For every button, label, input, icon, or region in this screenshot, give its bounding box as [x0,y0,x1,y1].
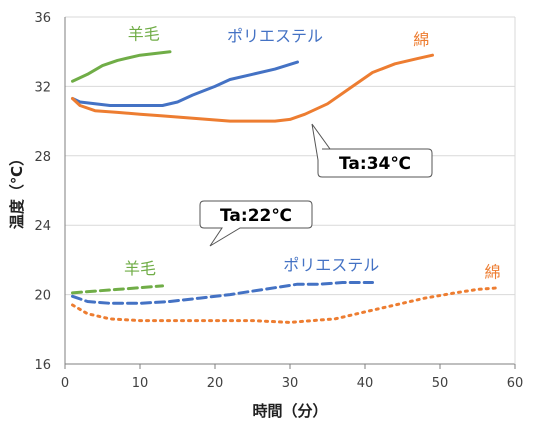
series-label-3: 羊毛 [124,259,156,278]
series-label-5: 綿 [484,262,500,281]
x-tick-label-2: 20 [207,376,224,391]
series-label-4: ポリエステル [283,255,379,274]
gridlines [65,16,515,365]
axes [64,17,516,365]
callout-34-text: Ta:34℃ [339,154,411,174]
series-line-0 [71,50,172,83]
series-label-0: 羊毛 [128,25,160,44]
series-label-2: 綿 [413,30,429,49]
series-line-2 [71,53,434,123]
y-tick-label-4: 32 [34,80,51,95]
y-tick-label-2: 24 [34,219,51,234]
x-axis-title: 時間（分） [252,402,327,420]
x-tick-label-4: 40 [357,376,374,391]
x-tick-label-1: 10 [132,376,149,391]
callout-22-text: Ta:22℃ [220,206,292,226]
tick-labels: 16 20 24 28 32 36 0 10 20 30 40 50 60 [34,11,523,391]
x-tick-label-0: 0 [61,376,69,391]
y-axis-title: 温度（℃） [8,151,26,229]
callout-34-bubble [311,123,433,178]
callout-34: Ta:34℃ [311,123,433,178]
series-line-4 [71,281,374,305]
x-tick-label-6: 60 [507,376,524,391]
y-tick-label-1: 20 [34,289,51,304]
callout-22-bubble [199,200,313,247]
series-line-1 [71,60,299,107]
series-label-1: ポリエステル [227,26,323,45]
y-tick-label-5: 36 [34,11,51,26]
callout-22: Ta:22℃ [199,200,313,247]
series-line-3 [71,284,164,295]
series-line-5 [71,286,502,324]
y-tick-label-0: 16 [34,358,51,373]
x-tick-label-5: 50 [432,376,449,391]
series-labels: 羊毛 ポリエステル 綿羊毛 ポリエステル綿 [124,25,501,282]
y-tick-label-3: 28 [34,150,51,165]
x-tick-label-3: 30 [282,376,299,391]
series-lines [71,50,502,324]
